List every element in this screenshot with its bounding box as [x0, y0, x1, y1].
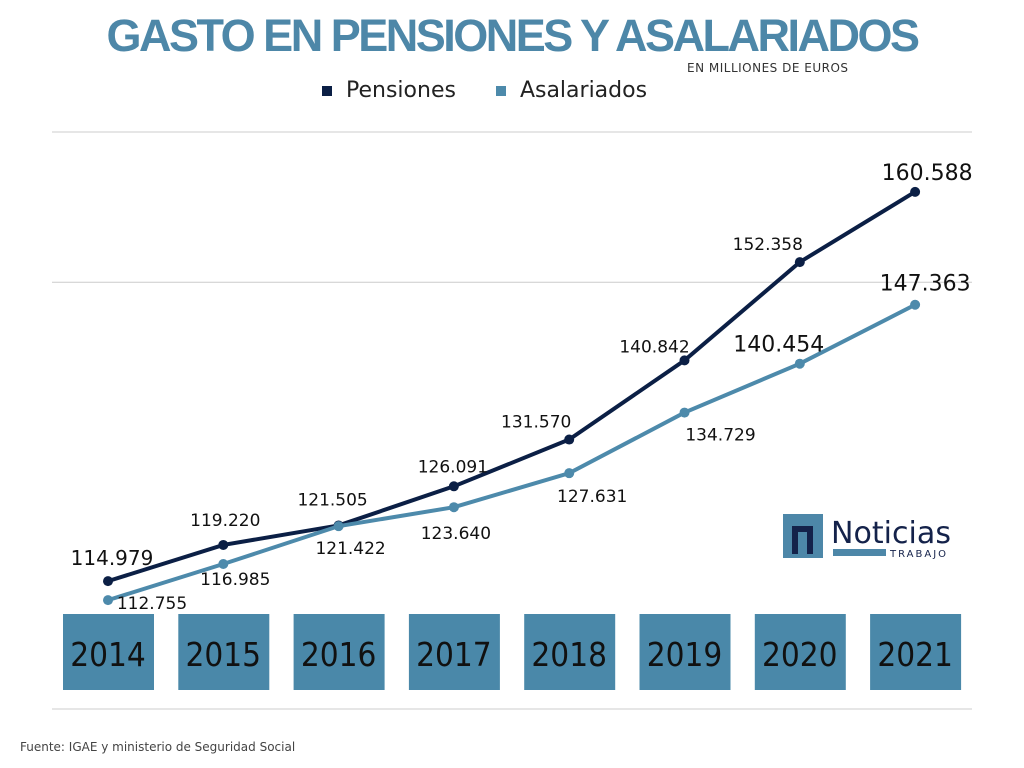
data-label: 121.422	[315, 539, 385, 559]
source-note: Fuente: IGAE y ministerio de Seguridad S…	[20, 740, 296, 754]
data-point	[448, 502, 459, 513]
legend-label: Asalariados	[519, 78, 648, 103]
x-tick-label: 2014	[70, 635, 146, 674]
legend-swatch	[495, 85, 506, 96]
legend-swatch	[322, 85, 332, 96]
data-label: 140.454	[733, 333, 824, 358]
data-label: 131.570	[501, 413, 571, 433]
x-tick-label: 2021	[877, 635, 953, 674]
x-tick-label: 2018	[531, 635, 607, 674]
data-point	[910, 299, 921, 310]
data-label: 152.358	[733, 235, 803, 255]
x-tick-label: 2015	[186, 635, 262, 674]
data-point	[448, 481, 459, 492]
year-box	[524, 614, 616, 690]
data-point	[794, 257, 805, 268]
noticias-trabajo-logo: Noticias TRABAJO	[783, 514, 951, 560]
data-label: 112.755	[117, 594, 187, 614]
data-point	[679, 407, 690, 418]
data-label: 160.588	[882, 161, 973, 186]
series-line-pensiones	[107, 190, 917, 584]
data-label: 119.220	[190, 511, 260, 531]
data-label: 123.640	[421, 524, 491, 544]
legend-item-pensiones: Pensiones	[322, 78, 456, 103]
x-tick-label: 2017	[416, 635, 492, 674]
series-line-asalariados	[107, 302, 917, 603]
legend-label: Pensiones	[346, 78, 456, 103]
data-point	[218, 539, 229, 550]
data-point	[679, 355, 690, 366]
data-label: 126.091	[418, 457, 488, 477]
legend-item-asalariados: Asalariados	[495, 78, 648, 103]
year-box	[63, 614, 154, 690]
data-point	[910, 186, 921, 197]
year-box	[178, 614, 270, 690]
data-point	[564, 434, 575, 445]
x-tick-label: 2020	[762, 635, 838, 674]
legend: Pensiones Asalariados	[322, 78, 647, 103]
svg-text:Noticias: Noticias	[831, 516, 951, 551]
year-box	[639, 614, 731, 690]
data-point	[103, 595, 113, 606]
data-label: 114.979	[71, 546, 154, 570]
data-label: 147.363	[880, 272, 971, 297]
data-label: 134.729	[685, 426, 755, 446]
data-point	[333, 521, 344, 532]
year-box	[870, 614, 962, 690]
data-label: 140.842	[619, 337, 689, 357]
year-box	[408, 614, 500, 690]
year-box	[293, 614, 385, 690]
data-label: 127.631	[557, 487, 627, 507]
x-tick-label: 2019	[647, 635, 723, 674]
data-point	[103, 576, 113, 587]
chart-title: GASTO EN PENSIONES Y ASALARIADOS	[106, 10, 920, 61]
data-point	[564, 468, 575, 479]
year-box	[754, 614, 846, 690]
data-point	[218, 559, 229, 570]
chart-subtitle: EN MILLIONES DE EUROS	[687, 61, 849, 75]
data-label: 116.985	[200, 570, 270, 590]
data-label: 121.505	[297, 490, 367, 510]
data-point	[794, 358, 805, 369]
svg-text:TRABAJO: TRABAJO	[889, 549, 948, 560]
x-tick-label: 2016	[301, 635, 377, 674]
